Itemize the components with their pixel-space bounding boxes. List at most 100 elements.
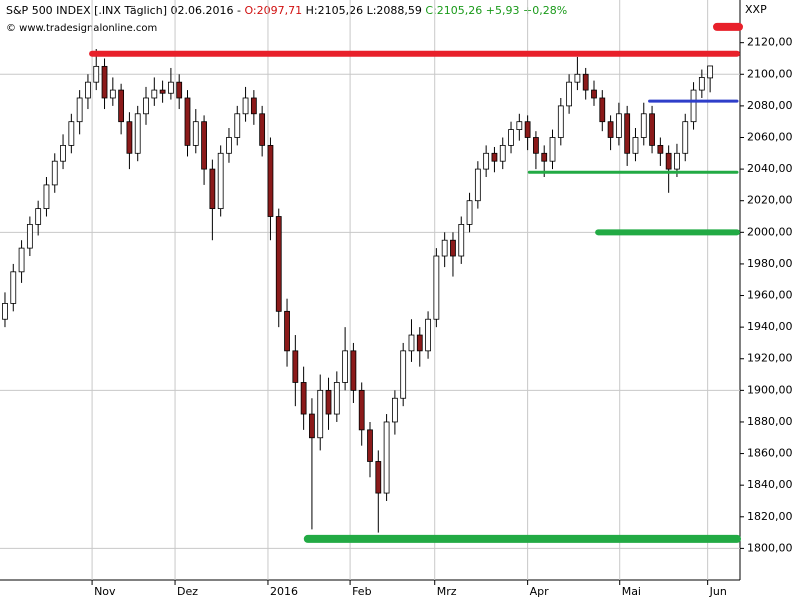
candle-body	[541, 152, 548, 162]
candle-body	[466, 200, 473, 225]
candle-body	[707, 65, 714, 79]
candle-body	[640, 113, 647, 138]
candle-body	[217, 152, 224, 210]
candle-body	[516, 121, 523, 130]
candle-body	[375, 461, 382, 494]
x-tick-label: Mai	[622, 585, 641, 598]
candle-body	[292, 350, 299, 383]
candle-body	[325, 389, 332, 415]
candle-body	[649, 113, 655, 146]
candle-body	[126, 121, 133, 154]
x-tick-label: Feb	[352, 585, 371, 598]
candle-body	[657, 144, 664, 154]
x-tick-label: Dez	[177, 585, 198, 598]
candle-body	[591, 89, 597, 99]
candle-body	[192, 121, 199, 146]
y-tick-label: 1960,00	[747, 289, 793, 302]
candle-body	[698, 77, 705, 91]
y-tick-label: 1940,00	[747, 320, 793, 333]
candle-body	[76, 97, 83, 123]
candle-body	[151, 89, 158, 99]
candle-body	[10, 271, 17, 304]
candle-body	[309, 413, 315, 439]
y-tick-label: 2080,00	[747, 99, 793, 112]
candle-body	[433, 255, 440, 320]
candle-body	[267, 144, 274, 217]
candle-body	[582, 73, 589, 91]
candle-body	[458, 224, 465, 257]
candle-body	[342, 350, 349, 383]
y-tick-label: 1920,00	[747, 352, 793, 365]
x-tick-label: Jun	[709, 585, 727, 598]
y-tick-label: 1840,00	[747, 478, 793, 491]
candle-body	[400, 350, 407, 399]
candle-body	[234, 113, 241, 138]
candle-body	[118, 89, 125, 123]
candle-body	[474, 168, 481, 202]
x-tick-label: Nov	[94, 585, 116, 598]
candle-body	[566, 81, 572, 107]
candle-body	[574, 73, 581, 83]
candle-body	[93, 65, 100, 83]
candle-body	[226, 137, 232, 154]
header-name: S&P 500 INDEX [.INX Täglich] 02.06.2016 …	[6, 4, 241, 17]
candle-body	[632, 137, 639, 154]
candle-body	[201, 121, 207, 170]
candle-body	[60, 144, 66, 162]
candle-body	[300, 382, 307, 415]
y-tick-label: 1880,00	[747, 415, 793, 428]
candle-body	[259, 113, 266, 146]
x-tick-label: Mrz	[437, 585, 457, 598]
header-close: C:2105,26 +5,93 +0,28%	[425, 4, 567, 17]
candle-body	[483, 152, 490, 170]
candle-body	[143, 97, 149, 115]
header: S&P 500 INDEX [.INX Täglich] 02.06.2016 …	[6, 4, 567, 17]
candle-body	[674, 152, 680, 170]
y-tick-label: 2040,00	[747, 162, 793, 175]
candle-body	[358, 389, 365, 431]
candle-body	[68, 121, 75, 146]
candle-body	[101, 65, 108, 99]
candle-body	[491, 152, 498, 162]
candle-body	[557, 105, 564, 138]
candle-body	[624, 113, 631, 154]
y-tick-label: 2020,00	[747, 194, 793, 207]
header-high-low: H:2105,26 L:2088,59	[306, 4, 422, 17]
y-tick-label: 2120,00	[747, 36, 793, 49]
candle-body	[184, 97, 191, 146]
candle-body	[682, 121, 689, 154]
symbol: XXP	[745, 3, 767, 16]
x-tick-label: Apr	[530, 585, 550, 598]
candle-body	[43, 184, 50, 210]
candle-body	[209, 168, 216, 210]
candle-body	[51, 160, 58, 186]
candle-body	[607, 121, 614, 138]
candle-body	[109, 89, 116, 99]
candle-body	[35, 208, 42, 225]
candle-body	[367, 429, 373, 462]
candle-body	[599, 97, 606, 123]
candle-body	[159, 89, 166, 94]
candle-body	[242, 97, 249, 115]
source: © www.tradesignalonline.com	[6, 23, 157, 34]
candle-body	[85, 81, 91, 99]
candle-body	[524, 121, 531, 138]
candle-body	[26, 224, 33, 249]
candle-body	[275, 216, 282, 312]
y-tick-label: 2060,00	[747, 130, 793, 143]
candle-body	[408, 334, 415, 352]
candle-body	[416, 334, 423, 352]
x-tick-label: 2016	[270, 585, 298, 598]
candle-body	[549, 137, 556, 162]
candle-body	[176, 81, 183, 99]
price-marker	[713, 22, 743, 31]
candle-body	[533, 137, 539, 154]
candle-body	[134, 113, 141, 154]
candle-body	[250, 97, 257, 115]
candle-body	[425, 318, 431, 352]
candle-body	[317, 389, 324, 439]
candle-body	[2, 303, 8, 320]
header-open: O:2097,71	[244, 4, 302, 17]
candle-body	[441, 239, 448, 257]
